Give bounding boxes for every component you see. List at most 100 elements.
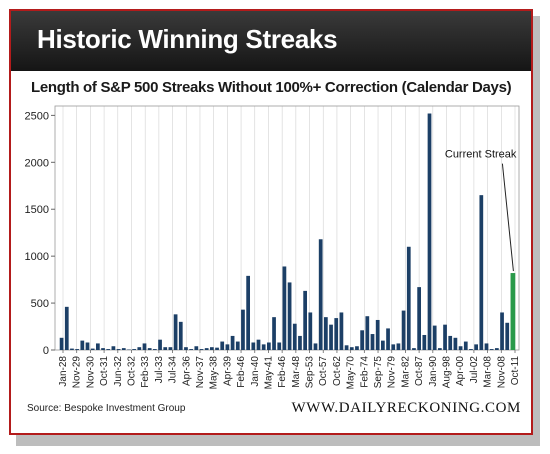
bar <box>251 342 256 350</box>
bar <box>101 348 105 350</box>
annotation-layer: Current Streak <box>445 149 517 272</box>
y-tick-label: 1500 <box>25 204 49 216</box>
bar <box>256 339 261 350</box>
bar <box>178 321 183 350</box>
bar <box>380 340 385 350</box>
x-tick-label: Nov-37 <box>195 356 206 389</box>
current-streak-label: Current Streak <box>445 149 517 161</box>
header-bar: Historic Winning Streaks <box>11 11 531 71</box>
x-tick-label: Nov-79 <box>387 356 398 389</box>
current-streak-bar <box>510 273 516 350</box>
bar <box>168 347 173 350</box>
chart-card: Historic Winning Streaks Length of S&P 5… <box>9 9 533 435</box>
bar <box>106 349 111 350</box>
bar <box>220 341 225 350</box>
bar <box>422 334 427 350</box>
y-tick-label: 2000 <box>25 157 49 169</box>
bar <box>479 195 484 350</box>
bar <box>163 347 168 350</box>
bar <box>282 266 287 350</box>
bar <box>152 349 157 350</box>
bar <box>484 343 489 350</box>
x-tick-label: Feb-46 <box>277 356 288 388</box>
bar <box>277 342 282 350</box>
bar <box>339 312 344 350</box>
y-tick-label: 500 <box>31 298 49 310</box>
bar <box>59 337 64 350</box>
x-tick-label: Nov-29 <box>72 356 83 389</box>
bar <box>329 324 333 350</box>
bar <box>349 347 354 350</box>
x-tick-label: Oct-31 <box>99 356 110 386</box>
bar <box>443 324 447 350</box>
bar <box>396 343 401 350</box>
x-tick-label: Jun-32 <box>113 356 124 387</box>
bar <box>266 342 271 350</box>
bar <box>417 287 422 350</box>
bar <box>401 310 406 350</box>
x-tick-label: Apr-39 <box>222 356 233 386</box>
x-tick-label: Aug-98 <box>442 356 453 389</box>
x-tick-label: Feb-74 <box>359 356 370 388</box>
x-tick-label: Sep-53 <box>305 356 316 389</box>
annotation-arrow <box>501 163 514 272</box>
chart-title: Length of S&P 500 Streaks Without 100%+ … <box>31 79 512 96</box>
bar <box>370 334 375 350</box>
bar <box>292 323 297 350</box>
bar <box>246 275 251 350</box>
bar <box>199 349 204 350</box>
y-tick-label: 0 <box>43 345 49 357</box>
bar <box>323 317 328 350</box>
bar <box>189 349 194 350</box>
axis-layer <box>51 105 520 353</box>
bar <box>463 341 468 350</box>
bar <box>427 113 432 350</box>
bar <box>147 348 152 350</box>
x-tick-label: Jan-90 <box>428 356 439 387</box>
bar <box>437 348 442 350</box>
bar <box>90 348 95 350</box>
bar <box>318 239 323 350</box>
bar <box>142 343 147 350</box>
bar <box>158 339 162 350</box>
x-tick-label: May-38 <box>209 356 220 390</box>
x-tick-label: Sep-75 <box>373 356 384 389</box>
bar <box>303 290 308 350</box>
brand-url: WWW.DAILYRECKONING.COM <box>291 400 521 416</box>
bar <box>386 328 390 350</box>
bar <box>64 306 69 350</box>
x-tick-label: Oct-87 <box>414 356 425 386</box>
bar <box>344 345 349 350</box>
x-tick-label: Mar-08 <box>483 356 494 388</box>
bar <box>194 346 199 350</box>
bar <box>272 317 276 350</box>
grid-layer <box>62 106 516 350</box>
bar <box>308 312 313 350</box>
x-tick-label: Oct-57 <box>318 356 329 386</box>
bar <box>230 335 235 350</box>
bar <box>412 348 416 350</box>
bar <box>241 309 245 350</box>
x-tick-label: May-70 <box>346 356 357 390</box>
x-tick-label: Apr-36 <box>181 356 192 386</box>
bar <box>204 348 209 350</box>
x-tick-label: Nov-08 <box>496 356 507 389</box>
bar <box>173 314 178 350</box>
bar <box>75 349 80 350</box>
x-tick-label: Jul-02 <box>469 356 480 384</box>
bar <box>474 344 479 350</box>
bar <box>489 349 494 350</box>
bar <box>116 349 121 350</box>
y-tick-label: 2500 <box>25 110 49 122</box>
x-tick-label: Mar-82 <box>400 356 411 388</box>
bar <box>406 246 411 350</box>
bar-layer <box>59 113 516 350</box>
x-tick-label: Oct-32 <box>126 356 137 386</box>
bar <box>313 343 318 350</box>
page-title: Historic Winning Streaks <box>37 24 338 54</box>
bar <box>80 340 85 350</box>
bar <box>225 344 230 350</box>
source-note: Source: Bespoke Investment Group <box>27 403 186 414</box>
bar <box>505 322 510 350</box>
